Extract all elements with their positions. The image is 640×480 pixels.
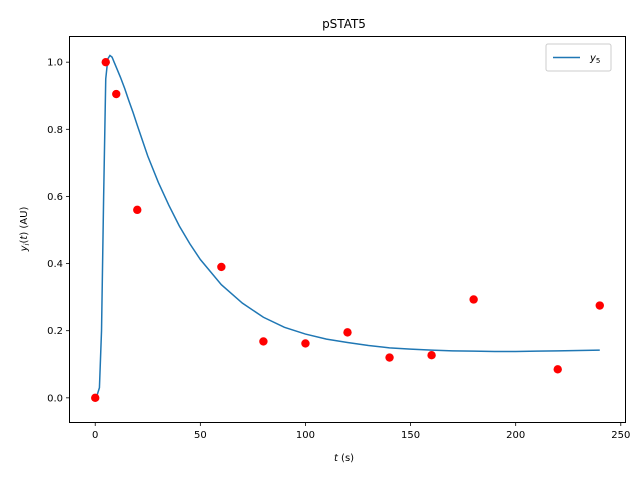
data-point: [343, 328, 352, 337]
data-point: [259, 337, 268, 346]
data-point: [469, 295, 478, 304]
data-point: [385, 353, 394, 362]
legend-label-y5: y5: [589, 53, 600, 65]
x-tick-label: 0: [92, 430, 98, 441]
chart-title: pSTAT5: [322, 17, 366, 31]
data-point: [101, 57, 110, 67]
x-tick-label: 100: [296, 430, 315, 441]
axes-frame: [69, 36, 626, 423]
y-tick-label: 1.0: [47, 58, 63, 69]
data-point: [595, 301, 604, 310]
x-tick-label: 150: [401, 430, 420, 441]
data-point: [91, 393, 100, 403]
x-tick-label: 200: [506, 430, 525, 441]
y-axis-label: yi(t) (AU): [19, 207, 31, 253]
data-point: [553, 365, 562, 374]
y-tick-label: 0.4: [47, 259, 63, 270]
y-tick-label: 0.6: [47, 192, 63, 203]
y-tick-label: 0.2: [47, 326, 63, 337]
x-tick-label: 50: [194, 430, 207, 441]
plot-area: [91, 54, 604, 403]
x-axis-label: t (s): [334, 453, 354, 464]
legend: y5: [545, 43, 612, 72]
series-line-y5: [94, 54, 600, 399]
data-point: [217, 262, 226, 272]
y-tick-label: 0.0: [47, 393, 63, 404]
data-point: [133, 205, 142, 215]
x-tick-label: 250: [611, 430, 630, 441]
data-point: [112, 89, 121, 99]
y-axis: 0.0 0.2 0.4 0.6 0.8 1.0: [47, 58, 70, 404]
data-point: [301, 339, 310, 348]
x-axis: 0 50 100 150 200 250: [92, 422, 630, 441]
data-point: [427, 351, 436, 360]
y-tick-label: 0.8: [47, 125, 63, 136]
